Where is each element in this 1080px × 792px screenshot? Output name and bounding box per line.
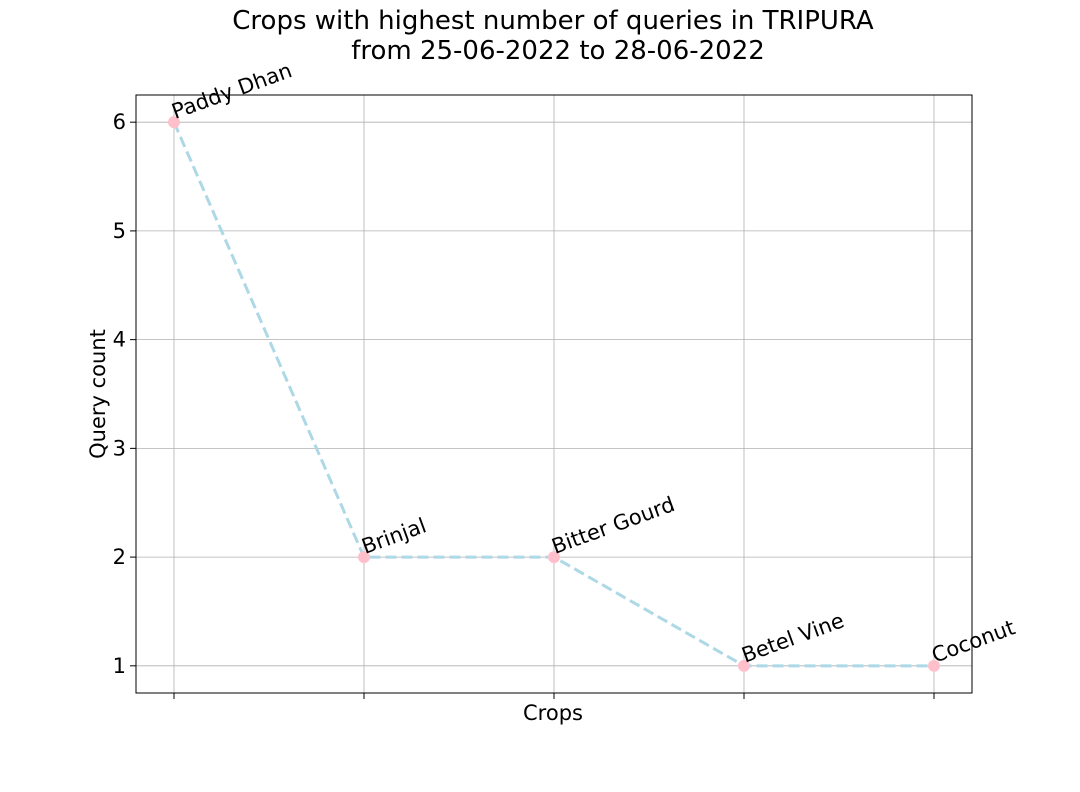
plot-frame — [135, 94, 973, 694]
data-point-label: Coconut — [929, 615, 1019, 667]
y-tick-label: 5 — [113, 219, 126, 243]
data-point — [738, 659, 750, 672]
data-point — [168, 116, 180, 129]
data-point-label: Betel Vine — [739, 608, 848, 667]
data-point-label: Brinjal — [359, 513, 430, 558]
grid-lines — [136, 95, 972, 693]
y-tick-label: 2 — [113, 545, 126, 569]
chart-title-line1: Crops with highest number of queries in … — [232, 6, 874, 36]
y-tick-label: 3 — [113, 436, 126, 460]
data-point — [928, 659, 940, 672]
y-tick-label: 6 — [113, 110, 126, 134]
y-axis-label: Query count — [86, 329, 110, 459]
chart-title-line2: from 25-06-2022 to 28-06-2022 — [351, 36, 765, 66]
y-tick-label: 4 — [113, 328, 126, 352]
data-point-label: Paddy Dhan — [169, 58, 296, 124]
data-points — [168, 116, 940, 672]
x-axis-label: Crops — [523, 701, 583, 725]
axes: 1 2 3 4 5 6 — [113, 94, 973, 699]
data-point — [548, 551, 560, 564]
y-tick-label: 1 — [113, 654, 126, 678]
data-point-label: Bitter Gourd — [549, 492, 678, 559]
data-point — [358, 551, 370, 564]
point-labels: Paddy Dhan Brinjal Bitter Gourd Betel Vine C… — [169, 58, 1019, 667]
